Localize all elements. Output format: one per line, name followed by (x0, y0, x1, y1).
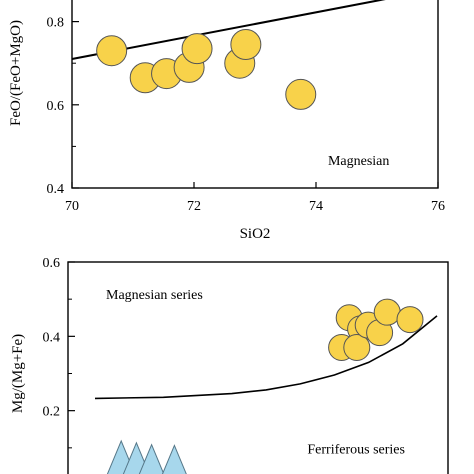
y-axis-label-bottom: Mg/(Mg+Fe) (10, 334, 26, 413)
y-tick-label-top: 0.4 (47, 182, 65, 197)
data-point-circle (230, 28, 262, 60)
data-point-circle (373, 298, 401, 326)
y-tick-label-bottom: 0.4 (43, 330, 61, 345)
data-point-circle (96, 35, 128, 67)
data-point-triangle (138, 443, 165, 474)
y-tick-label-top: 0.8 (47, 16, 65, 31)
boundary-line-top (71, 0, 386, 61)
annotation-ferriferous-series: Ferriferous series (307, 442, 405, 457)
y-tick-label-bottom: 0.6 (43, 256, 61, 271)
x-tick-label-top: 74 (309, 199, 323, 214)
annotation-magnesian: Magnesian (328, 154, 389, 169)
x-tick-label-top: 70 (65, 199, 79, 214)
y-axis-label-top: FeO/(FeO+MgO) (8, 20, 24, 126)
y-tick-label-bottom: 0.2 (43, 405, 61, 420)
data-point-triangle (161, 444, 187, 474)
data-point-circle (343, 333, 371, 361)
x-axis-label-top: SiO2 (240, 226, 271, 242)
x-tick-label-top: 72 (187, 199, 201, 214)
boundary-curve-bottom (94, 315, 438, 400)
data-point-circle (285, 78, 317, 110)
data-point-circle (396, 306, 424, 334)
data-point-circle (181, 33, 213, 65)
chart-bottom: 0.2 0.4 0.6 Magnesian series Ferriferous s… (10, 256, 449, 474)
plot-frame-top (71, 0, 439, 189)
y-tick-label-top: 0.6 (47, 99, 65, 114)
annotation-magnesian-series: Magnesian series (106, 288, 203, 303)
chart-top: 70 72 74 76 0.4 0.6 0.8 Magnesian SiO2 FeO/(Fe… (8, 0, 445, 242)
x-tick-label-top: 76 (431, 199, 445, 214)
